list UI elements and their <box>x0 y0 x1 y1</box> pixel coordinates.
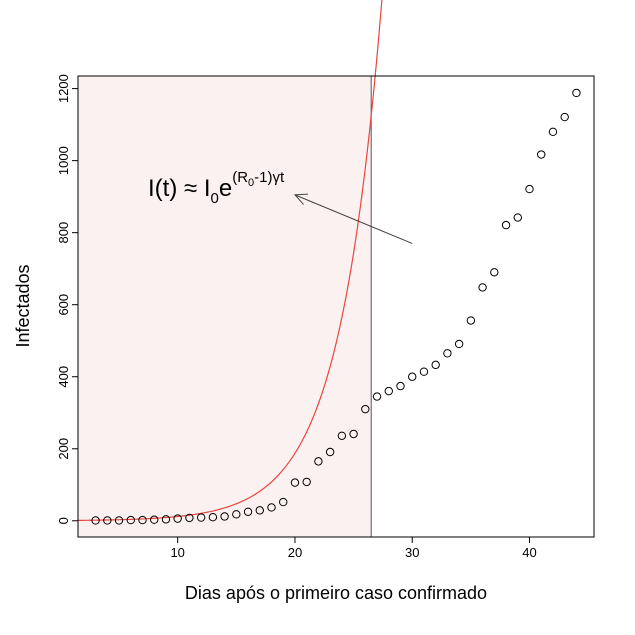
y-tick-label: 600 <box>56 294 71 316</box>
data-point <box>513 213 522 222</box>
data-point <box>466 316 476 325</box>
data-point <box>267 503 276 512</box>
y-tick-label: 800 <box>56 222 71 244</box>
data-point <box>361 404 370 414</box>
plot-area <box>77 0 581 537</box>
data-point <box>302 477 311 487</box>
data-point <box>443 349 452 358</box>
x-tick-label: 20 <box>288 545 302 560</box>
data-point <box>560 112 569 122</box>
y-tick-label: 0 <box>56 517 71 524</box>
data-point <box>478 283 487 292</box>
y-tick-label: 1200 <box>56 74 71 103</box>
data-point <box>419 367 429 376</box>
annotation-arrow-head <box>293 193 308 205</box>
data-point <box>255 506 264 515</box>
data-point <box>337 431 347 440</box>
data-point <box>548 127 558 137</box>
data-point <box>126 515 135 525</box>
data-point <box>349 429 358 439</box>
data-point <box>431 360 440 370</box>
data-point <box>490 268 499 277</box>
data-point <box>408 372 417 381</box>
data-point <box>454 339 464 349</box>
data-point <box>91 516 100 525</box>
data-point <box>173 514 182 523</box>
data-point <box>220 512 229 521</box>
shaded-region <box>78 76 372 537</box>
data-point <box>208 512 218 522</box>
x-tick-label: 40 <box>522 545 536 560</box>
plot-frame <box>77 75 595 538</box>
data-point <box>537 150 546 159</box>
annotation-formula: I(t) ≈ I0e(R0-1)γt <box>148 169 285 207</box>
data-point <box>243 507 253 516</box>
data-point <box>232 510 241 519</box>
data-point <box>103 516 112 525</box>
data-point <box>501 220 511 230</box>
exponential-fit-curve <box>77 0 383 521</box>
data-point <box>572 88 581 98</box>
y-axis: 0 200 400 600 800 1000 1200 <box>56 74 78 524</box>
data-point <box>161 515 171 524</box>
annotation-arrow <box>294 194 413 244</box>
data-points <box>91 88 581 525</box>
data-point <box>290 478 300 487</box>
data-point <box>138 515 147 525</box>
data-point <box>396 381 405 391</box>
data-point <box>384 386 393 396</box>
x-axis: 10 20 30 40 <box>170 537 537 560</box>
data-point <box>525 184 534 194</box>
y-tick-label: 1000 <box>56 146 71 175</box>
data-point <box>150 515 159 524</box>
data-point <box>279 497 288 507</box>
y-tick-label: 200 <box>56 438 71 460</box>
y-tick-label: 400 <box>56 366 71 388</box>
x-axis-title: Dias após o primeiro caso confirmado <box>185 583 487 603</box>
data-point <box>114 516 124 525</box>
data-point <box>372 392 382 401</box>
y-axis-title: Infectados <box>13 264 33 347</box>
data-point <box>185 513 194 523</box>
x-tick-label: 10 <box>170 545 184 560</box>
data-point <box>196 513 206 522</box>
x-tick-label: 30 <box>405 545 419 560</box>
data-point <box>325 447 335 457</box>
data-point <box>314 457 323 466</box>
